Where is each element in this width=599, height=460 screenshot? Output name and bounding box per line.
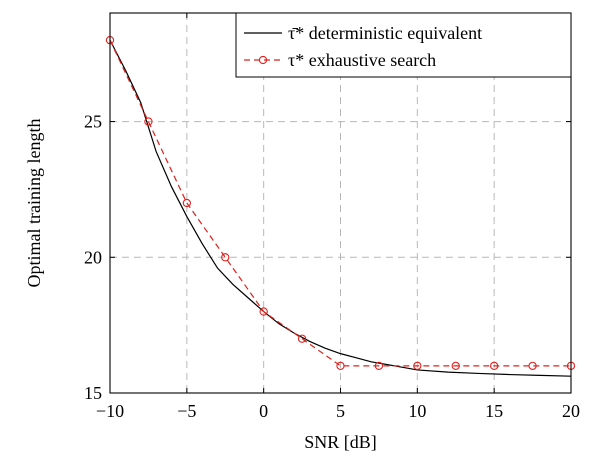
y-axis-title: Optimal training length bbox=[24, 119, 44, 288]
data-point bbox=[451, 361, 460, 371]
y-tick-label: 25 bbox=[84, 112, 102, 132]
legend-box bbox=[235, 12, 572, 78]
legend-label-exhaustive-search: τ* exhaustive search bbox=[288, 50, 436, 70]
legend-label-deterministic-equivalent: τ̄* deterministic equivalent bbox=[288, 23, 482, 43]
legend: τ̄* deterministic equivalent τ* exhausti… bbox=[235, 12, 572, 78]
x-tick-label: 5 bbox=[336, 401, 345, 421]
x-tick-label: 10 bbox=[408, 401, 426, 421]
data-point bbox=[221, 253, 230, 262]
x-tick-label: −10 bbox=[96, 401, 124, 421]
data-point bbox=[182, 198, 191, 208]
data-point bbox=[490, 361, 499, 371]
data-point bbox=[336, 361, 345, 371]
y-tick-label: 15 bbox=[84, 383, 102, 403]
data-point bbox=[413, 361, 422, 371]
x-tick-label: 20 bbox=[562, 401, 580, 421]
x-axis-title: SNR [dB] bbox=[304, 432, 377, 452]
data-point bbox=[374, 361, 384, 371]
series-line-0 bbox=[109, 39, 572, 377]
y-tick-label: 20 bbox=[84, 247, 102, 267]
x-tick-label: 0 bbox=[259, 401, 268, 421]
data-point bbox=[144, 117, 153, 126]
axis-ticks: −10 −5 0 5 10 15 20 15 20 25 bbox=[84, 13, 580, 421]
x-tick-label: −5 bbox=[177, 401, 196, 421]
series-line-1 bbox=[109, 39, 571, 367]
data-point bbox=[297, 334, 307, 343]
plot-series bbox=[105, 35, 576, 377]
data-point bbox=[259, 307, 268, 316]
x-tick-label: 15 bbox=[485, 401, 503, 421]
data-point bbox=[528, 361, 537, 371]
legend-marker-exhaustive-search bbox=[258, 55, 268, 65]
